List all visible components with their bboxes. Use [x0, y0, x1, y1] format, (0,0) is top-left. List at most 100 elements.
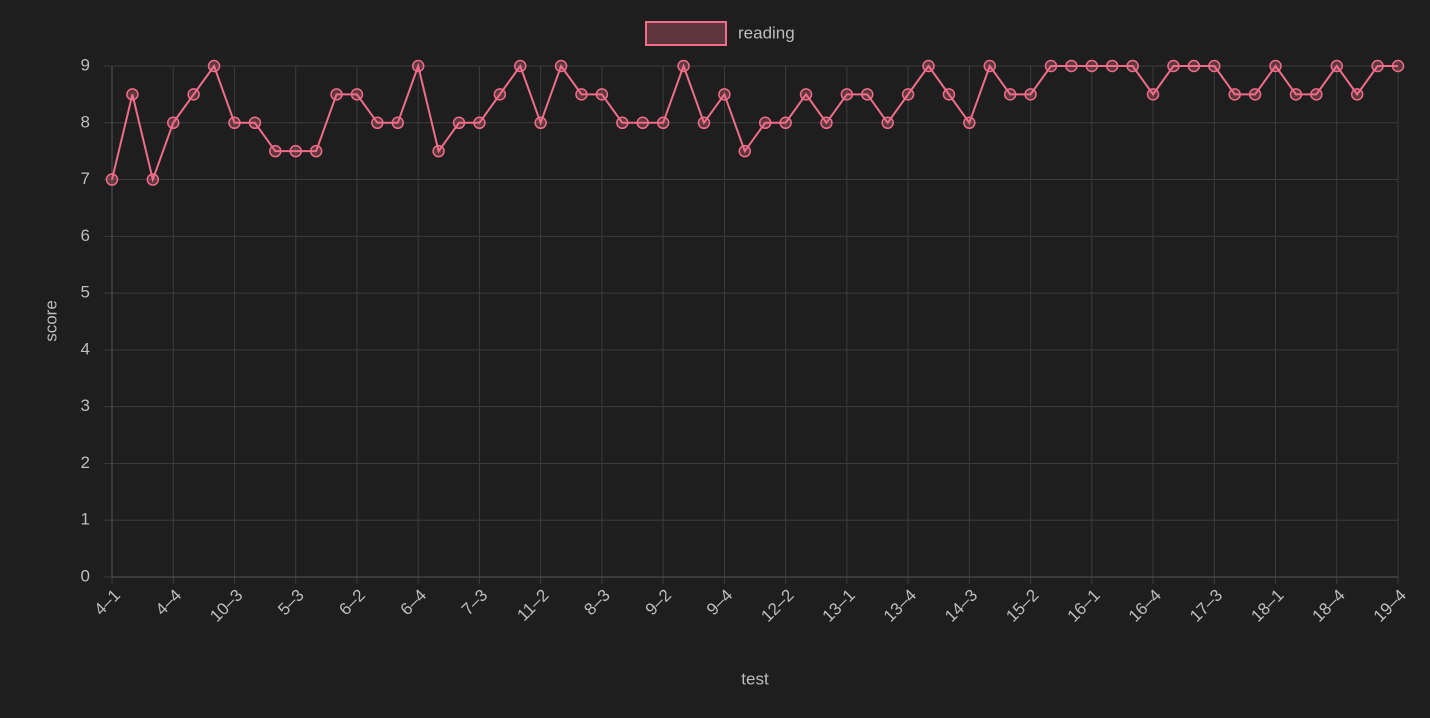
x-tick-label: 6–4 — [397, 586, 430, 619]
point — [1126, 59, 1139, 73]
point — [371, 116, 384, 130]
point — [616, 116, 629, 130]
point — [575, 88, 588, 101]
x-tick-label: 4–1 — [91, 586, 124, 619]
point — [146, 173, 160, 186]
point — [942, 88, 956, 101]
x-tick-label: 16–1 — [1064, 586, 1104, 626]
point — [1330, 59, 1344, 73]
point — [1269, 59, 1282, 73]
point — [1105, 59, 1119, 73]
point — [1391, 59, 1405, 73]
y-tick-label: 3 — [81, 396, 90, 415]
point — [207, 59, 221, 73]
x-tick-label: 10–3 — [206, 586, 246, 626]
point — [269, 144, 282, 158]
point — [126, 88, 139, 101]
point — [820, 116, 833, 130]
point — [922, 59, 935, 73]
y-tick-label: 8 — [81, 112, 90, 131]
x-tick-label: 4–4 — [152, 586, 185, 619]
point — [758, 116, 772, 130]
point — [1248, 88, 1262, 101]
x-tick-label: 8–3 — [580, 586, 613, 619]
y-tick-label: 9 — [81, 55, 90, 74]
point — [228, 116, 241, 130]
point — [1003, 88, 1017, 101]
point — [983, 59, 996, 73]
point — [901, 88, 915, 101]
point — [636, 116, 649, 130]
point — [718, 88, 731, 101]
x-axis-title: test — [741, 669, 769, 688]
x-tick-label: 16–4 — [1125, 586, 1165, 626]
point — [391, 116, 405, 130]
point — [1228, 88, 1241, 101]
point — [1065, 59, 1078, 73]
y-tick-label: 6 — [81, 226, 90, 245]
y-axis-title: score — [41, 300, 60, 342]
x-tick-label: 13–4 — [880, 586, 920, 626]
x-tick-label: 7–3 — [458, 586, 491, 619]
point — [1085, 59, 1099, 73]
point — [411, 59, 425, 73]
x-tick-label: 19–4 — [1370, 586, 1410, 626]
y-tick-label: 7 — [81, 169, 90, 188]
point — [452, 116, 466, 130]
point — [166, 116, 180, 130]
legend-label: reading — [738, 23, 795, 42]
x-tick-label: 17–3 — [1186, 586, 1226, 626]
point — [881, 116, 894, 130]
x-tick-label: 18–4 — [1309, 586, 1349, 626]
y-tick-label: 0 — [81, 566, 90, 585]
point — [1167, 59, 1180, 73]
point — [432, 144, 445, 158]
y-tick-label: 5 — [81, 283, 90, 302]
point — [514, 59, 527, 73]
point — [656, 116, 670, 130]
point — [473, 116, 486, 130]
point — [840, 88, 854, 101]
point — [697, 116, 711, 130]
point — [289, 144, 302, 158]
point — [595, 88, 609, 101]
point — [861, 88, 874, 101]
y-tick-label: 2 — [81, 453, 90, 472]
point — [1289, 88, 1303, 101]
point — [534, 116, 547, 130]
point — [1208, 59, 1221, 73]
point — [187, 88, 200, 101]
x-tick-label: 9–4 — [703, 586, 736, 619]
point — [105, 173, 119, 186]
x-tick-label: 18–1 — [1247, 586, 1287, 626]
x-tick-label: 5–3 — [274, 586, 307, 619]
point — [1310, 88, 1323, 101]
point — [330, 88, 343, 101]
x-tick-label: 6–2 — [335, 586, 368, 619]
point — [779, 116, 792, 130]
point — [963, 116, 976, 130]
point — [1044, 59, 1058, 73]
x-tick-label: 11–2 — [513, 586, 552, 625]
x-tick-label: 14–3 — [941, 586, 981, 626]
point — [677, 59, 690, 73]
point — [1350, 88, 1364, 101]
point — [1187, 59, 1201, 73]
point — [1146, 88, 1160, 101]
x-tick-label: 9–2 — [642, 586, 675, 619]
y-tick-label: 4 — [81, 339, 90, 358]
point — [554, 59, 568, 73]
legend-swatch — [645, 21, 727, 46]
x-tick-label: 13–1 — [819, 586, 859, 626]
point — [799, 88, 813, 101]
line — [111, 62, 1398, 184]
point — [493, 88, 507, 101]
point — [350, 88, 364, 101]
point — [1371, 59, 1384, 73]
point — [1024, 88, 1037, 101]
x-tick-label: 12–2 — [757, 586, 797, 626]
point — [738, 144, 752, 158]
point — [309, 144, 323, 158]
y-tick-label: 1 — [81, 510, 90, 529]
